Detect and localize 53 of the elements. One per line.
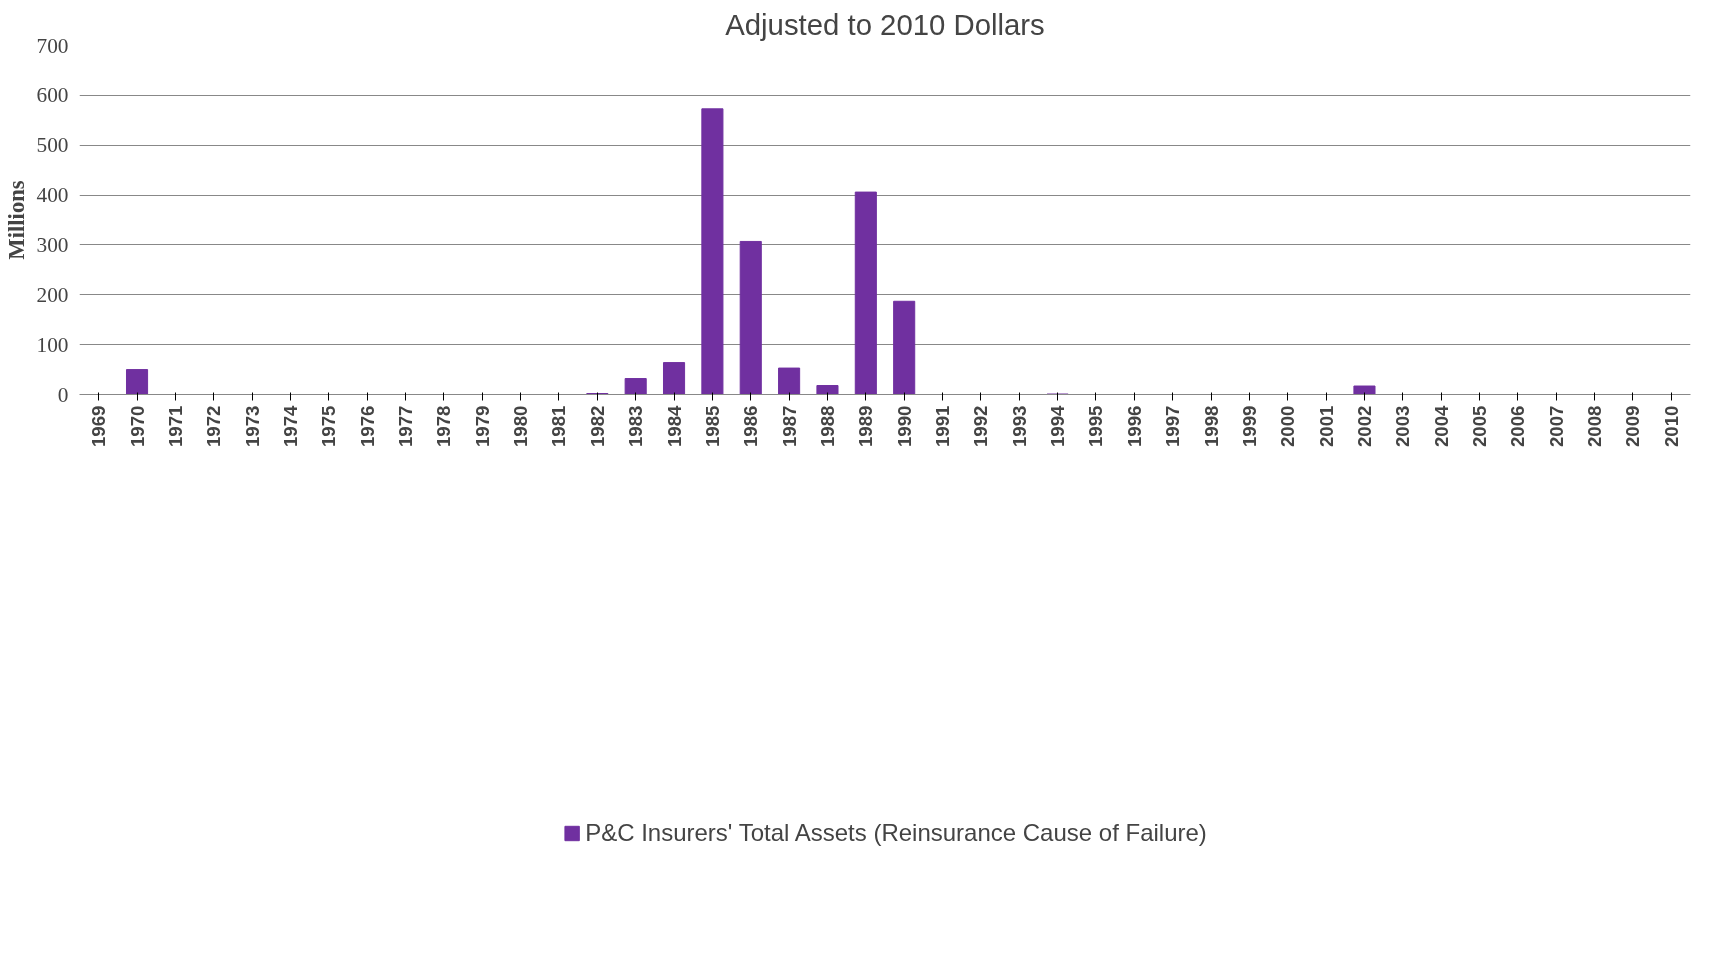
x-tick-label: 2006 (1507, 405, 1529, 447)
x-tick-label: 1981 (548, 405, 570, 447)
x-tick-label: 1982 (586, 405, 608, 447)
x-tick-label: 1988 (816, 405, 838, 447)
x-tick-label: 1984 (663, 404, 685, 447)
y-axis-title: Millions (3, 180, 29, 260)
x-tick-label: 2000 (1277, 405, 1299, 447)
x-tick-label: 1992 (970, 405, 992, 447)
x-tick-label: 1998 (1200, 405, 1222, 447)
x-tick-label: 1999 (1238, 405, 1260, 447)
x-tick-label: 1974 (279, 404, 301, 447)
x-tick-label: 2010 (1660, 405, 1682, 447)
y-tick-label: 100 (36, 332, 69, 357)
y-tick-label: 600 (36, 83, 69, 108)
x-tick-label: 1979 (471, 405, 493, 447)
x-tick-label: 1971 (164, 405, 186, 447)
x-tick-label: 1978 (433, 405, 455, 447)
y-tick-label: 700 (36, 33, 69, 58)
x-tick-label: 1997 (1162, 405, 1184, 447)
x-tick-label: 1973 (241, 405, 263, 447)
x-tick-label: 1995 (1085, 405, 1107, 447)
x-tick-label: 2001 (1315, 405, 1337, 447)
x-tick-label: 1987 (778, 405, 800, 447)
x-tick-label: 1970 (126, 405, 148, 447)
x-tick-label: 1983 (625, 405, 647, 447)
x-tick-label: 1986 (740, 405, 762, 447)
x-tick-label: 1990 (893, 405, 915, 447)
x-tick-label: 2008 (1584, 405, 1606, 447)
x-tick-label: 1969 (88, 405, 110, 447)
x-tick-label: 1985 (701, 405, 723, 447)
legend-label: P&C Insurers' Total Assets (Reinsurance Cause of Failure) (585, 819, 1207, 847)
x-tick-label: 1977 (395, 405, 417, 447)
x-tick-label: 2003 (1392, 405, 1414, 447)
chart-title: Adjusted to 2010 Dollars (725, 7, 1045, 41)
x-tick-label: 1980 (510, 405, 532, 447)
x-tick-label: 2002 (1353, 405, 1375, 447)
x-tick-label: 1989 (855, 405, 877, 447)
x-tick-label: 1972 (203, 405, 225, 447)
y-tick-label: 500 (36, 133, 69, 158)
x-tick-label: 2009 (1622, 405, 1644, 447)
x-tick-label: 1975 (318, 405, 340, 447)
x-tick-label: 2005 (1469, 405, 1491, 447)
x-tick-label: 2004 (1430, 404, 1452, 447)
y-tick-label: 300 (36, 232, 69, 257)
x-tick-label: 2007 (1545, 405, 1567, 447)
x-tick-label: 1993 (1008, 405, 1030, 447)
x-tick-label: 1991 (932, 405, 954, 447)
y-tick-label: 400 (36, 183, 69, 208)
x-tick-label: 1994 (1047, 404, 1069, 447)
y-tick-label: 200 (36, 282, 69, 307)
x-tick-label: 1976 (356, 405, 378, 447)
x-tick-label: 1996 (1123, 405, 1145, 447)
y-tick-label: 0 (57, 382, 69, 407)
